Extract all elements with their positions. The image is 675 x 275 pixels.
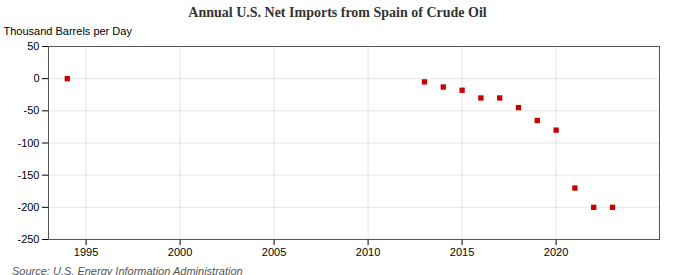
svg-text:2005: 2005	[262, 246, 286, 258]
svg-text:2015: 2015	[450, 246, 474, 258]
svg-text:0: 0	[33, 72, 39, 84]
svg-text:2010: 2010	[356, 246, 380, 258]
svg-text:-250: -250	[17, 233, 39, 245]
svg-text:Thousand Barrels per Day: Thousand Barrels per Day	[4, 25, 133, 37]
svg-text:2020: 2020	[544, 246, 568, 258]
svg-text:-200: -200	[17, 201, 39, 213]
svg-text:50: 50	[27, 40, 39, 52]
svg-text:1995: 1995	[74, 246, 98, 258]
svg-text:2000: 2000	[168, 246, 192, 258]
svg-text:-100: -100	[17, 137, 39, 149]
svg-text:-50: -50	[24, 104, 40, 116]
svg-text:-150: -150	[17, 169, 39, 181]
html-text:Annual U.S. Net Imports from S: Annual U.S. Net Imports from Spain of Cr…	[188, 5, 487, 20]
